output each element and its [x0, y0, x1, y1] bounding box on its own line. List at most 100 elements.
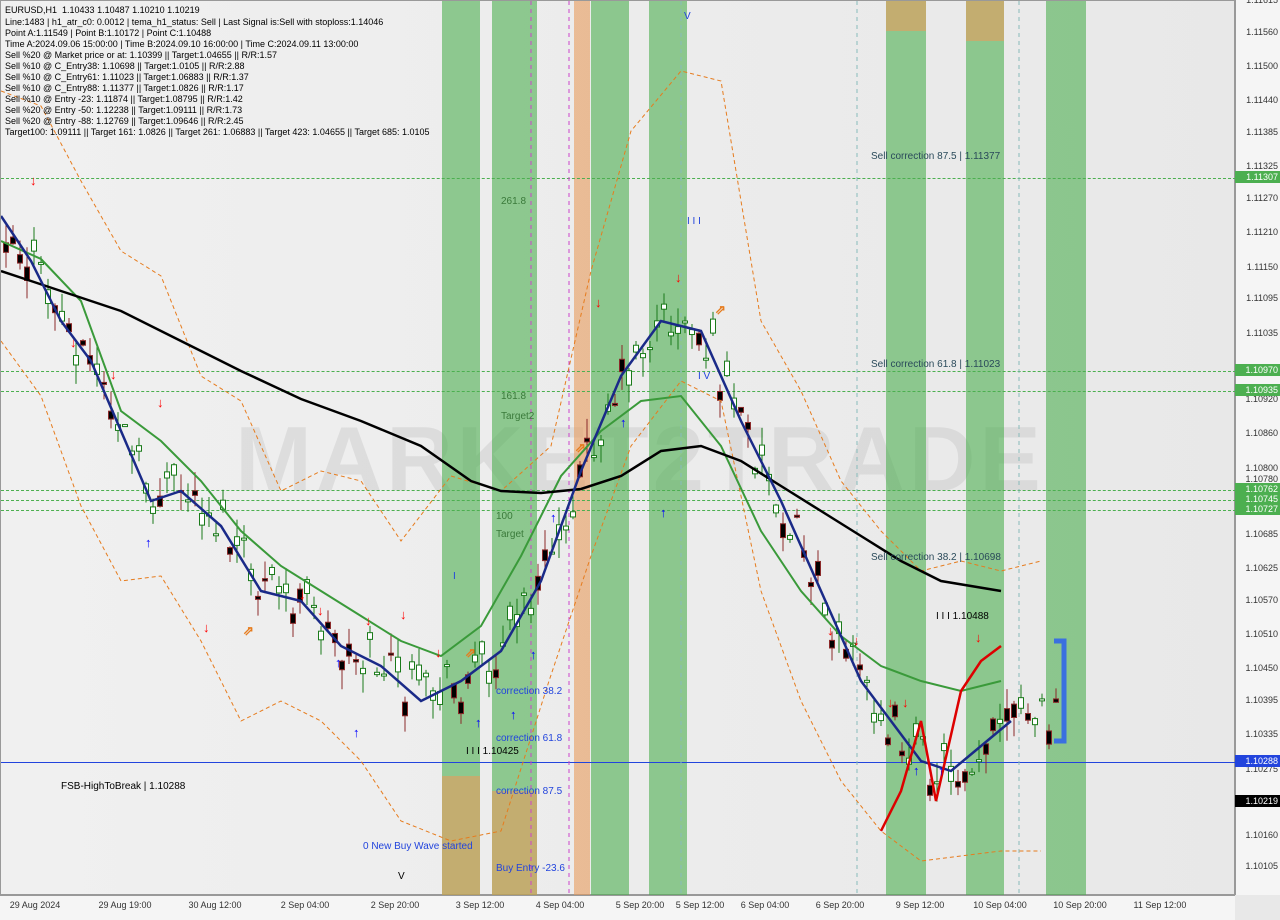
arrow-down-icon: ↓ — [203, 620, 210, 635]
annotation-label: Target2 — [501, 411, 534, 422]
arrow-down-icon: ↓ — [365, 613, 372, 628]
arrow-down-icon: ↓ — [157, 395, 164, 410]
arrow-down-icon: ↓ — [435, 645, 442, 660]
annotation-label: I V — [698, 371, 710, 382]
annotation-label: I I I — [687, 216, 701, 227]
chart-title: EURUSD,H1 1.10433 1.10487 1.10210 1.1021… — [5, 5, 200, 15]
x-tick: 4 Sep 04:00 — [536, 900, 585, 910]
y-tick-highlight: 1.10970 — [1235, 364, 1280, 376]
x-tick: 2 Sep 20:00 — [371, 900, 420, 910]
annotation-label: I — [453, 571, 456, 582]
x-tick: 5 Sep 20:00 — [616, 900, 665, 910]
info-line: Sell %10 @ Entry -23: 1.11874 || Target:… — [5, 94, 243, 104]
arrow-down-icon: ↓ — [400, 607, 407, 622]
arrow-down-icon: ↓ — [902, 695, 909, 710]
info-line: Line:1483 | h1_atr_c0: 0.0012 | tema_h1_… — [5, 17, 383, 27]
y-tick: 1.11095 — [1246, 293, 1278, 303]
y-tick: 1.10685 — [1245, 529, 1278, 539]
horizontal-line — [1, 490, 1236, 491]
annotation-label: 261.8 — [501, 196, 526, 207]
arrow-down-icon: ↓ — [299, 587, 306, 602]
y-tick-highlight: 1.10219 — [1235, 795, 1280, 807]
horizontal-line — [1, 500, 1236, 501]
horizontal-line — [1, 510, 1236, 511]
annotation-label: correction 61.8 — [496, 733, 562, 744]
chart-main-area[interactable]: ↓↓↓↓↑↓⇗↓↓↑↑↓↓↓⇗↑↑↑↑⇗↓↑↑↓⇗↓↓↓↓↑↑↓ 261.816… — [0, 0, 1235, 895]
info-line: Sell %20 @ Market price or at: 1.10399 |… — [5, 50, 277, 60]
annotation-label: I I I 1.10425 — [466, 746, 519, 757]
session-zone — [442, 776, 480, 896]
info-line: Sell %20 @ Entry -88: 1.12769 || Target:… — [5, 116, 243, 126]
annotation-label: Sell correction 38.2 | 1.10698 — [871, 552, 1001, 563]
arrow-down-icon: ↓ — [30, 173, 37, 188]
x-tick: 29 Aug 19:00 — [98, 900, 151, 910]
arrow-down-icon: ↓ — [595, 295, 602, 310]
arrow-outline-icon: ⇗ — [465, 645, 476, 661]
arrow-down-icon: ↓ — [827, 623, 834, 638]
annotation-label: Target — [496, 529, 524, 540]
horizontal-line — [1, 391, 1236, 392]
x-tick: 5 Sep 12:00 — [676, 900, 725, 910]
chart-container[interactable]: MARKET2TRADE ↓↓↓↓↑↓⇗↓↓↑↑↓↓↓⇗↑↑↑↑⇗↓↑↑↓⇗↓↓… — [0, 0, 1280, 920]
x-tick: 3 Sep 12:00 — [456, 900, 505, 910]
session-zone — [492, 791, 537, 896]
arrow-down-icon: ↓ — [70, 335, 77, 350]
y-tick-highlight: 1.10935 — [1235, 384, 1280, 396]
annotation-label: correction 38.2 — [496, 686, 562, 697]
info-line: Sell %10 @ C_Entry61: 1.11023 || Target:… — [5, 72, 249, 82]
session-zone — [886, 1, 926, 31]
y-tick: 1.10450 — [1245, 663, 1278, 673]
y-tick: 1.10800 — [1245, 463, 1278, 473]
annotation-label: FSB-HighToBreak | 1.10288 — [61, 781, 185, 792]
annotation-label: I I I 1.10488 — [936, 611, 989, 622]
x-tick: 2 Sep 04:00 — [281, 900, 330, 910]
x-tick: 10 Sep 04:00 — [973, 900, 1027, 910]
annotation-label: 0 New Buy Wave started — [363, 841, 473, 852]
arrow-up-icon: ↑ — [530, 647, 537, 662]
annotation-label: Sell correction 61.8 | 1.11023 — [871, 359, 1000, 370]
x-tick: 11 Sep 12:00 — [1134, 900, 1187, 910]
y-tick: 1.10510 — [1245, 629, 1278, 639]
y-tick: 1.10570 — [1245, 595, 1278, 605]
arrow-outline-icon: ⇗ — [575, 440, 586, 456]
annotation-label: 100 — [496, 511, 513, 522]
y-tick: 1.11440 — [1246, 95, 1278, 105]
x-tick: 30 Aug 12:00 — [188, 900, 241, 910]
y-tick: 1.10625 — [1245, 563, 1278, 573]
arrow-up-icon: ↑ — [353, 725, 360, 740]
arrow-up-icon: ↑ — [660, 505, 667, 520]
arrow-up-icon: ↑ — [510, 707, 517, 722]
x-tick: 9 Sep 12:00 — [896, 900, 945, 910]
x-axis: 29 Aug 2024 29 Aug 19:00 30 Aug 12:00 2 Sep… — [0, 895, 1235, 920]
info-line: Point A:1.11549 | Point B:1.10172 | Poin… — [5, 28, 211, 38]
arrow-up-icon: ↑ — [620, 415, 627, 430]
arrow-up-icon: ↑ — [335, 655, 342, 670]
annotation-label: Buy Entry -23.6 — [496, 863, 565, 874]
arrow-outline-icon: ⇗ — [243, 623, 254, 639]
arrow-down-icon: ↓ — [975, 630, 982, 645]
y-tick: 1.10105 — [1245, 861, 1278, 871]
x-tick: 6 Sep 04:00 — [741, 900, 790, 910]
horizontal-line — [1, 371, 1236, 372]
y-tick-highlight: 1.10288 — [1235, 755, 1280, 767]
arrow-down-icon: ↓ — [675, 270, 682, 285]
y-axis: 1.116151.115601.115001.114401.113851.113… — [1235, 0, 1280, 895]
info-line: Time A:2024.09.06 15:00:00 | Time B:2024… — [5, 39, 358, 49]
arrow-up-icon: ↑ — [145, 535, 152, 550]
y-tick: 1.11270 — [1246, 193, 1278, 203]
arrow-up-icon: ↑ — [550, 510, 557, 525]
y-tick: 1.11210 — [1246, 227, 1278, 237]
arrow-down-icon: ↓ — [853, 633, 860, 648]
horizontal-line — [1, 178, 1236, 179]
info-line: Target100: 1.09111 || Target 161: 1.0826… — [5, 127, 430, 137]
annotation-label: correction 87.5 — [496, 786, 562, 797]
x-tick: 29 Aug 2024 — [10, 900, 61, 910]
x-tick: 6 Sep 20:00 — [816, 900, 865, 910]
annotation-label: V — [684, 11, 691, 22]
info-line: Sell %10 @ C_Entry38: 1.10698 || Target:… — [5, 61, 244, 71]
y-tick: 1.11615 — [1246, 0, 1278, 5]
y-tick: 1.11035 — [1246, 328, 1278, 338]
y-tick: 1.11385 — [1246, 127, 1278, 137]
y-tick: 1.11500 — [1246, 61, 1278, 71]
y-tick: 1.10335 — [1245, 729, 1278, 739]
